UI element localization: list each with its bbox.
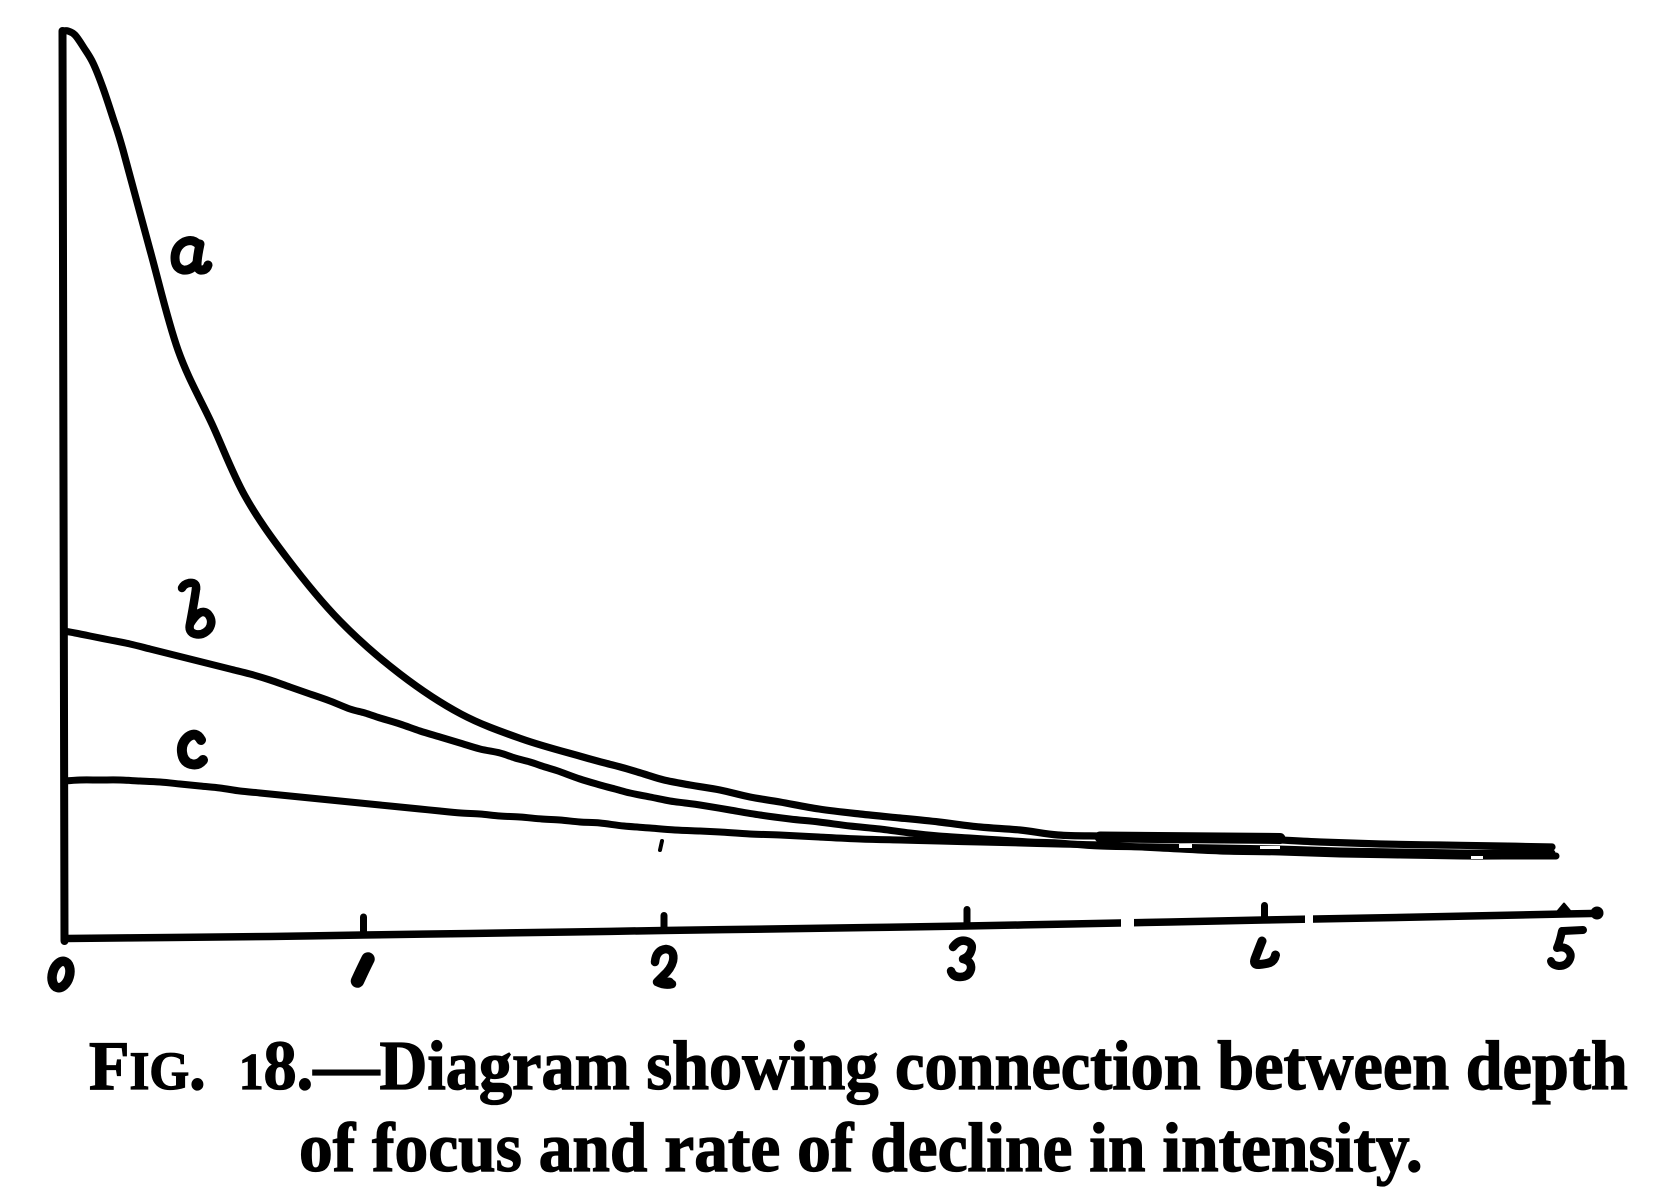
svg-text:FIG. 18.—Diagram showing conn: FIG. 18.—Diagram showing connection betw…	[89, 1026, 1628, 1104]
svg-text:of focus and rate of decline i: of focus and rate of decline in intensit…	[299, 1109, 1423, 1186]
